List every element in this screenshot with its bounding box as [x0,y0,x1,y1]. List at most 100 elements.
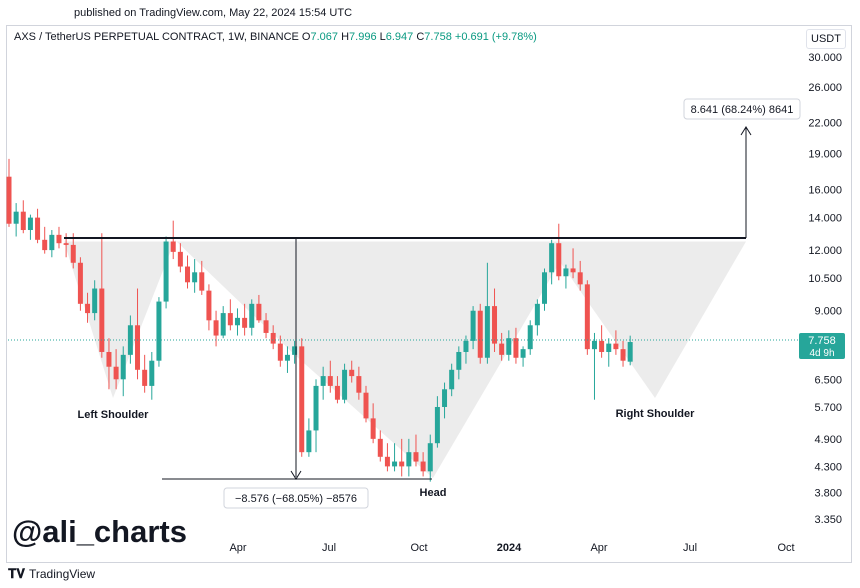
candle [185,255,190,289]
candle [13,203,19,237]
candle [427,434,433,482]
candle-body [513,338,519,358]
candle-body [613,343,619,350]
drawings [8,126,800,480]
candle-body [284,354,290,361]
candle-body [384,456,390,467]
candle-body [292,346,298,355]
candle [220,306,226,339]
candle-body [570,268,576,273]
candle [206,284,212,331]
time-tick-label: Apr [229,542,246,554]
price-tick-label: 26.000 [808,82,842,94]
price-tick-label: 4.300 [814,461,842,473]
candle-body [63,243,69,245]
candle [263,313,269,339]
countdown-value: 4d 9h [809,348,834,359]
last-price-badge: 7.758 4d 9h [799,333,845,359]
candle [70,233,76,269]
candle-body [199,272,205,291]
pattern-shade-area [64,240,746,478]
footer-brand: TradingView [29,567,96,581]
candle [577,260,583,291]
candle-body [177,251,183,267]
symbol-legend: AXS / TetherUS PERPETUAL CONTRACT, 1W, B… [14,31,537,43]
symbol-name: AXS / TetherUS PERPETUAL CONTRACT, 1W, B… [14,31,299,43]
candle [113,349,119,390]
candle [277,335,283,367]
candle [563,264,569,289]
price-tick-label: 16.000 [808,184,842,196]
tradingview-logo-icon: 𝐓𝐕 [8,566,25,581]
candle [292,340,298,364]
candle-body [442,389,448,407]
candle [242,303,248,336]
candle [370,403,376,444]
candle-body [534,303,540,326]
candle [256,294,262,323]
candle-body [520,349,526,358]
time-tick-label: Oct [777,542,794,554]
time-axis[interactable]: Apr Jul Oct 2024 Apr Jul Oct [229,542,794,554]
left-shoulder-label: Left Shoulder [78,409,150,421]
candle-body [484,306,490,358]
price-axis[interactable]: 30.000 26.000 22.000 19.000 16.000 14.000 12.0… [808,52,842,526]
candle [499,332,505,361]
candle [327,360,333,393]
candle-body [220,313,226,336]
candle-body [213,320,219,336]
candle-body [120,354,126,380]
candle-body [392,461,398,467]
candle [127,315,133,364]
head-label: Head [420,487,447,499]
price-tick-label: 19.000 [808,148,842,160]
candle-body [185,266,190,283]
candle-body [142,369,148,386]
pattern-shade [64,240,746,478]
time-tick-label: Jul [683,542,697,554]
candles [6,158,633,482]
candle [177,243,183,273]
candle [392,443,398,472]
candle [399,438,405,477]
candle-body [477,310,483,358]
candle-body [163,241,169,302]
candle-body [577,272,583,285]
time-tick-label: Jul [322,542,336,554]
candle-body [156,301,162,361]
candle-body [320,376,326,386]
candle [620,340,626,367]
last-price-value: 7.758 [808,335,836,347]
open-label: O [301,31,311,43]
candle [313,379,319,453]
candle-body [313,385,319,431]
price-tick-label: 5.700 [814,402,842,414]
price-tick-label: 9.000 [814,306,842,318]
candle [384,443,390,472]
published-note: published on TradingView.com, May 22, 20… [74,7,353,19]
target-arrow-head [740,126,752,136]
candle-body [277,343,283,361]
low-label: L [379,31,386,43]
candle [606,338,612,367]
candle-body [327,376,333,386]
candle-body [413,452,419,462]
currency-button[interactable]: USDT [806,29,846,49]
candle [99,233,105,358]
candle-body [363,392,369,419]
candle [470,306,476,350]
price-tick-label: 4.900 [814,434,842,446]
candle [27,214,33,240]
price-tick-label: 10.500 [808,273,842,285]
candle-body [499,343,505,355]
candle [484,262,490,364]
high-value: 7.996 [349,31,377,43]
candle-body [584,284,590,350]
candle-body [27,217,33,231]
candle-body [620,349,626,361]
candle-body [49,234,55,251]
author-watermark: @ali_charts [12,514,187,549]
depth-measure-box: −8.576 (−68.05%) −8576 [223,487,369,509]
candle [599,325,605,358]
